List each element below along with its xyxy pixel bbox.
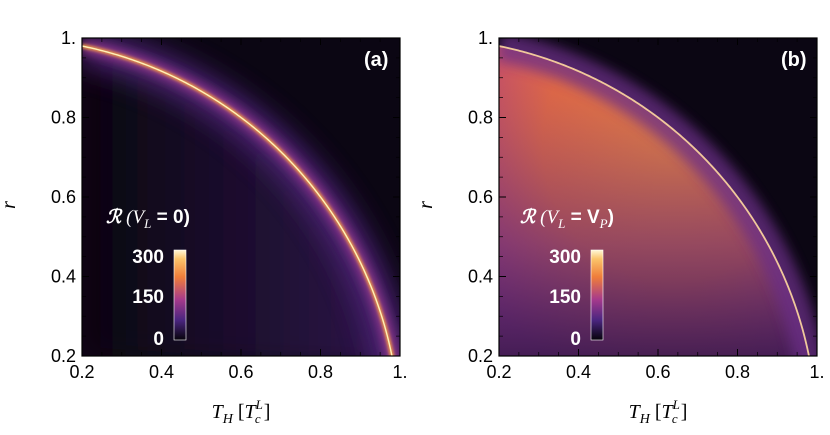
y-axis-label-a: r — [0, 201, 20, 209]
heatmap-a — [82, 38, 400, 356]
x-tick-label: 0.8 — [725, 362, 750, 382]
colorbar-b-bar — [590, 249, 604, 341]
x-tick-label: 0.2 — [486, 362, 511, 382]
y-tick-label: 0.4 — [468, 267, 493, 287]
colorbar-b: ℛ (VL = VP) 300 150 0 — [520, 207, 614, 350]
y-tick-label: 0.8 — [468, 108, 493, 128]
heatmap-a-ridge-core — [82, 45, 393, 356]
y-axis-label-b: r — [415, 201, 437, 209]
y-tick-label: 0.4 — [51, 267, 76, 287]
colorbar-b-tick-max: 300 — [549, 247, 581, 268]
x-tick-label: 1. — [809, 362, 824, 382]
x-axis-label-b: TH [TL c] — [629, 397, 688, 427]
colorbar-a-tick-min: 0 — [153, 329, 164, 350]
x-tick-label: 1. — [392, 362, 407, 382]
y-tick-label: 0.8 — [51, 108, 76, 128]
y-tick-label: 1. — [478, 28, 493, 48]
y-tick-label: 0.6 — [51, 187, 76, 207]
x-tick-label: 0.2 — [69, 362, 94, 382]
axis-ticks-a: 0.2 0.4 0.6 0.8 1. 0.2 0.4 0.6 0.8 1. — [51, 28, 408, 382]
x-axis-label-a: TH [TL c] — [212, 397, 271, 427]
heatmap-b — [499, 38, 817, 356]
y-tick-label: 0.6 — [468, 187, 493, 207]
y-tick-label: 0.2 — [51, 346, 76, 366]
colorbar-a-tick-mid: 150 — [132, 287, 164, 308]
colorbar-title-b: ℛ (VL = VP) — [520, 207, 614, 231]
axis-ticks-b: 0.2 0.4 0.6 0.8 1. 0.2 0.4 0.6 0.8 1. — [468, 28, 825, 382]
panel-a: 0.2 0.4 0.6 0.8 1. 0.2 0.4 0.6 0.8 1. (a) ℛ (VL = … — [0, 28, 408, 427]
y-tick-label: 0.2 — [468, 346, 493, 366]
panel-label-a: (a) — [364, 49, 388, 71]
panel-label-b: (b) — [781, 49, 807, 71]
x-tick-label: 0.4 — [149, 362, 174, 382]
colorbar-b-tick-min: 0 — [570, 329, 581, 350]
colorbar-a-tick-max: 300 — [132, 247, 164, 268]
x-tick-label: 0.6 — [228, 362, 253, 382]
colorbar-title-a: ℛ (VL = 0) — [106, 207, 190, 231]
x-tick-label: 0.8 — [308, 362, 333, 382]
heatmap-a-inner-glow — [82, 46, 392, 356]
x-tick-label: 0.4 — [566, 362, 591, 382]
heatmap-b-edge — [499, 45, 810, 356]
panel-b: 0.2 0.4 0.6 0.8 1. 0.2 0.4 0.6 0.8 1. (b) ℛ (VL = … — [415, 28, 825, 427]
colorbar-a: ℛ (VL = 0) 300 150 0 — [106, 207, 190, 350]
y-tick-label: 1. — [61, 28, 76, 48]
colorbar-a-bar — [173, 249, 187, 341]
heatmap-b-bottom-shade — [499, 46, 809, 356]
colorbar-b-tick-mid: 150 — [549, 287, 581, 308]
x-tick-label: 0.6 — [645, 362, 670, 382]
